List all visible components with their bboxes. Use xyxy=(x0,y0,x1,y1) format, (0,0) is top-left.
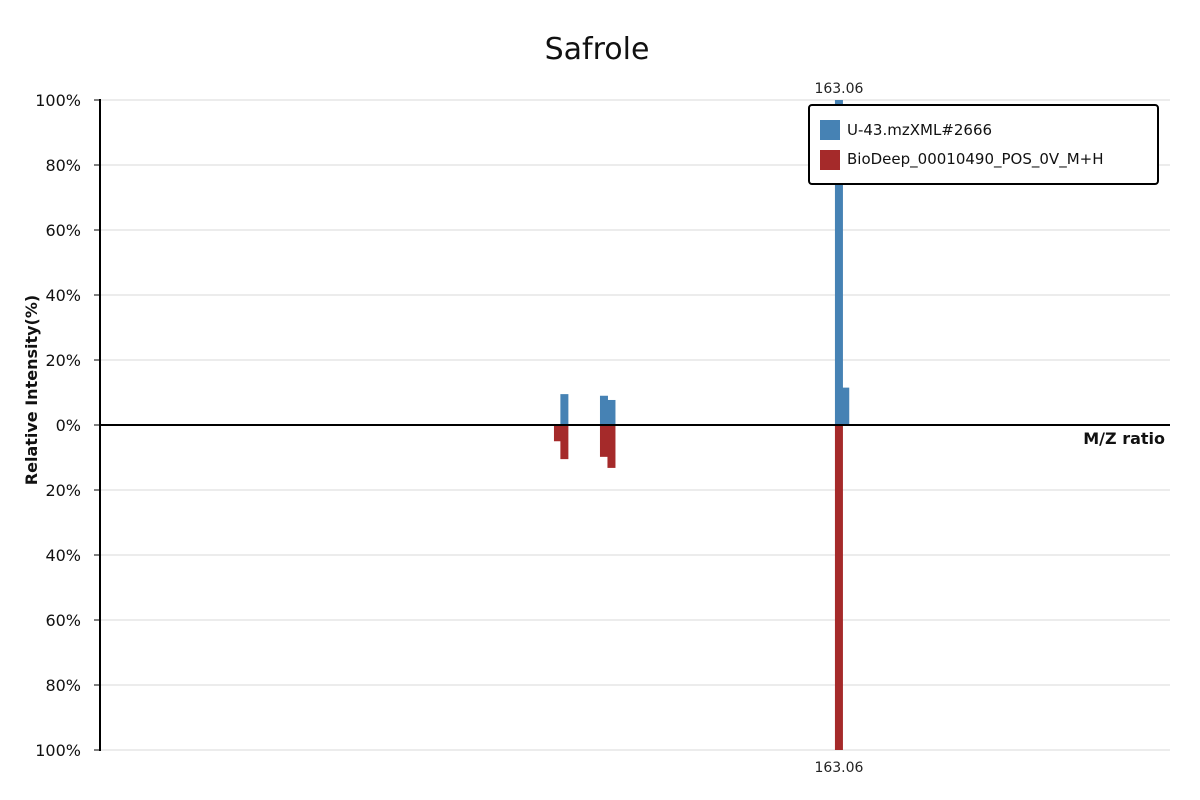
sample-peak-bar xyxy=(599,395,608,425)
sample-peak-bar xyxy=(841,387,850,425)
grid-lines xyxy=(100,99,1170,751)
y-tick-label: 0% xyxy=(56,416,81,435)
peak-bars xyxy=(553,100,850,750)
legend-label-sample: U-43.mzXML#2666 xyxy=(847,121,992,139)
y-axis-ticks: 100% 80% 60% 40% 20% 0% 20% 40% 60% 80% 100% xyxy=(35,91,100,760)
reference-peak-bar xyxy=(607,425,616,468)
chart-title: Safrole xyxy=(545,32,650,67)
y-axis-title: Relative Intensity(%) xyxy=(22,295,41,485)
legend-box xyxy=(808,104,1159,185)
peak-label-bottom: 163.06 xyxy=(814,760,863,776)
sample-peak-bar xyxy=(607,399,616,425)
y-tick-label: 80% xyxy=(45,676,81,695)
legend: U-43.mzXML#2666 BioDeep_00010490_POS_0V_… xyxy=(808,104,1159,185)
reference-peak-bar xyxy=(553,425,562,442)
y-tick-label: 100% xyxy=(35,741,81,760)
legend-swatch-sample xyxy=(820,120,840,140)
x-axis-title: M/Z ratio xyxy=(1083,429,1165,448)
y-tick-label: 60% xyxy=(45,611,81,630)
y-tick-label: 100% xyxy=(35,91,81,110)
y-tick-label: 40% xyxy=(45,286,81,305)
y-tick-label: 80% xyxy=(45,156,81,175)
y-tick-label: 60% xyxy=(45,221,81,240)
reference-peak-bar xyxy=(599,425,608,457)
y-tick-label: 20% xyxy=(45,481,81,500)
reference-peak-bar xyxy=(834,425,843,750)
peak-label-top: 163.06 xyxy=(814,81,863,97)
sample-peak-bar xyxy=(834,100,843,425)
y-tick-label: 40% xyxy=(45,546,81,565)
legend-swatch-reference xyxy=(820,150,840,170)
legend-label-reference: BioDeep_00010490_POS_0V_M+H xyxy=(847,150,1103,169)
reference-peak-bar xyxy=(560,425,569,460)
sample-peak-bar xyxy=(560,394,569,425)
y-tick-label: 20% xyxy=(45,351,81,370)
